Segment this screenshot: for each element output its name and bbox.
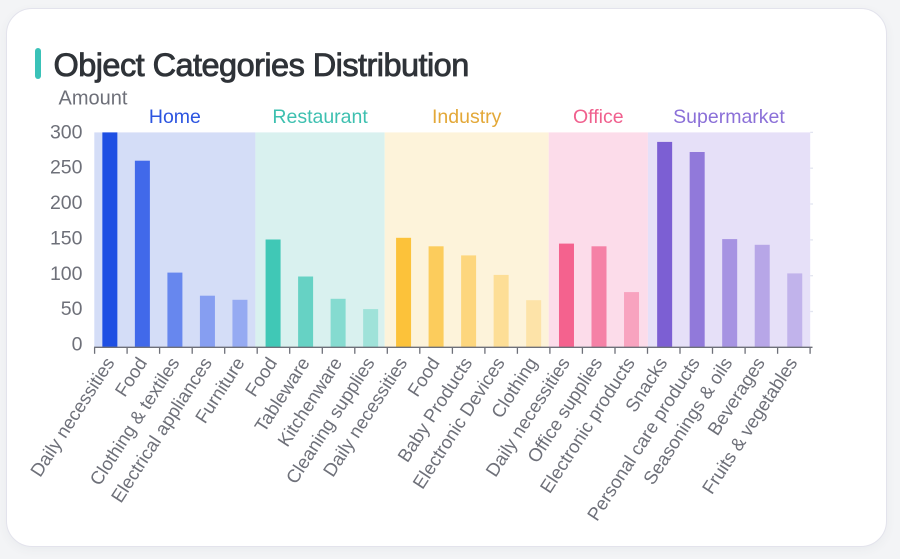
svg-text:Supermarket: Supermarket — [673, 106, 785, 128]
svg-text:150: 150 — [50, 228, 83, 250]
svg-text:250: 250 — [50, 157, 83, 179]
svg-text:Industry: Industry — [432, 106, 502, 128]
svg-text:Restaurant: Restaurant — [272, 106, 368, 128]
svg-text:200: 200 — [50, 192, 83, 214]
svg-text:Amount: Amount — [59, 88, 128, 110]
svg-text:50: 50 — [61, 298, 83, 320]
svg-text:Office: Office — [573, 106, 624, 128]
svg-text:300: 300 — [50, 121, 83, 143]
svg-text:100: 100 — [50, 263, 83, 285]
svg-text:0: 0 — [72, 334, 83, 356]
svg-text:Home: Home — [149, 106, 201, 128]
